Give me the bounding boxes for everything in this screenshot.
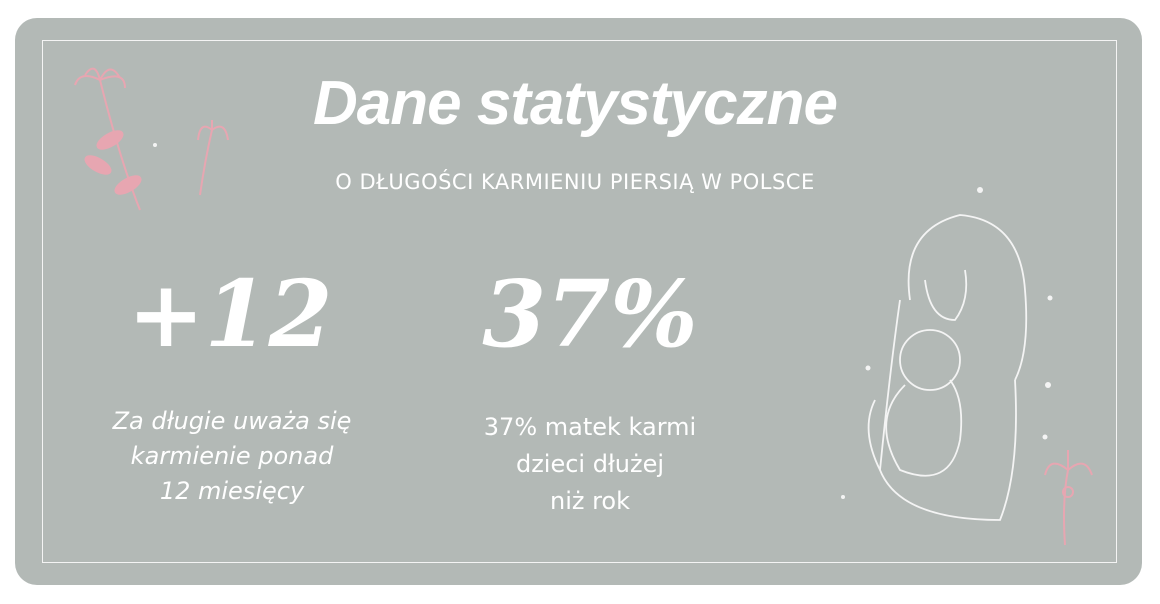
stat-caption: karmienie ponad [130, 442, 334, 470]
subtitle: O DŁUGOŚCI KARMIENIU PIERSIĄ W POLSCE [335, 170, 815, 194]
stat-value: +12 [127, 260, 333, 368]
stat-caption: niż rok [549, 487, 631, 515]
card [15, 18, 1142, 585]
title: Dane statystyczne [312, 69, 838, 138]
stat-caption: 12 miesięcy [159, 477, 305, 505]
stat-caption: 37% matek karmi [483, 413, 697, 441]
frame [42, 40, 1117, 563]
flowers-right [1044, 450, 1093, 546]
flowers-left [74, 67, 229, 211]
sparkles [153, 143, 1053, 499]
stat-caption: Za długie uważa się [112, 407, 352, 435]
mother-illustration [867, 214, 1028, 521]
stat-caption: dzieci dłużej [515, 450, 665, 478]
stat-value: 37% [482, 260, 698, 368]
